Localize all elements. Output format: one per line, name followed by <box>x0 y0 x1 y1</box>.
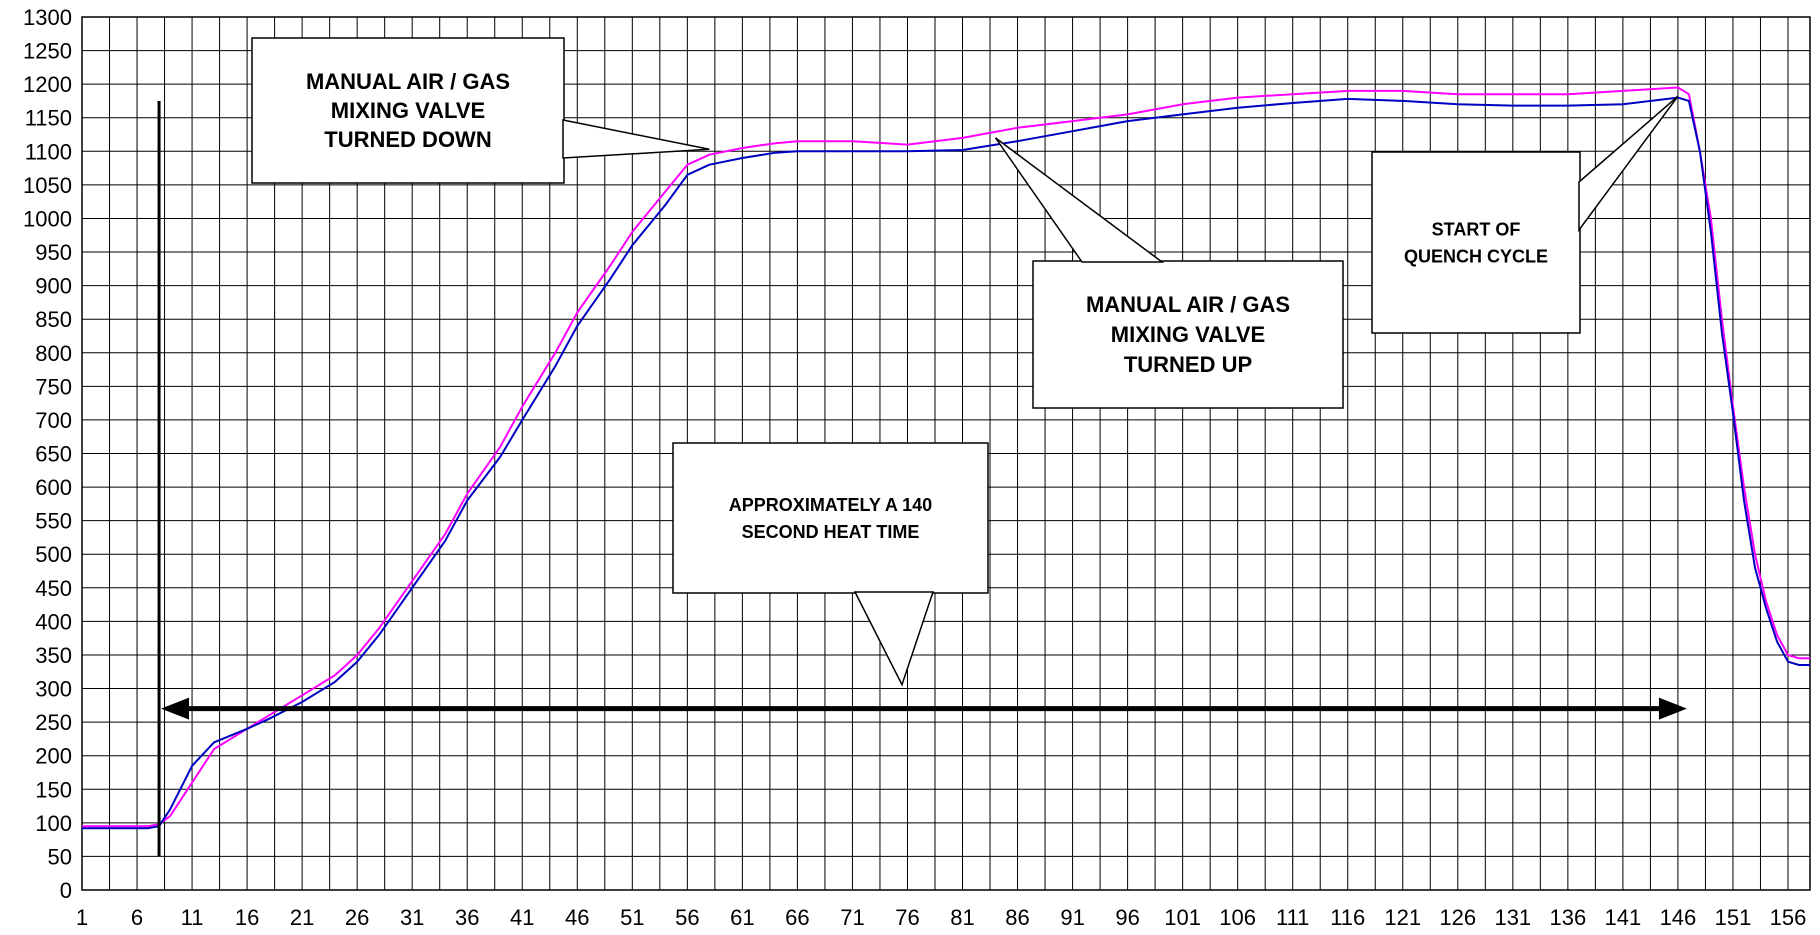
x-tick-label: 16 <box>235 905 259 930</box>
callout-quench-cycle-text: START OF <box>1432 219 1521 239</box>
y-tick-label: 350 <box>35 643 72 668</box>
y-tick-label: 200 <box>35 744 72 769</box>
y-tick-label: 900 <box>35 274 72 299</box>
series-lines <box>82 86 1810 830</box>
callout-quench-cycle-pointer <box>1578 95 1679 233</box>
callout-valve-turned-up-text: TURNED UP <box>1124 352 1252 377</box>
x-tick-label: 91 <box>1060 905 1084 930</box>
callout-heat-time-pointer <box>853 591 935 687</box>
x-tick-label: 101 <box>1164 905 1201 930</box>
y-tick-label: 1200 <box>23 72 72 97</box>
x-tick-label: 141 <box>1605 905 1642 930</box>
x-tick-label: 126 <box>1439 905 1476 930</box>
y-tick-label: 0 <box>60 878 72 903</box>
markers <box>157 100 1687 857</box>
x-tick-label: 151 <box>1715 905 1752 930</box>
y-tick-label: 1000 <box>23 206 72 231</box>
arrowhead-left <box>161 697 190 720</box>
callout-heat-time-box <box>672 442 989 594</box>
x-tick-label: 71 <box>840 905 864 930</box>
callout-valve-turned-up-text: MANUAL AIR / GAS <box>1086 292 1290 317</box>
x-tick-label: 111 <box>1276 905 1309 930</box>
y-tick-label: 750 <box>35 374 72 399</box>
x-tick-label: 156 <box>1770 905 1807 930</box>
series-line-1 <box>82 86 1810 828</box>
x-tick-label: 46 <box>565 905 589 930</box>
callout-valve-turned-down-text: MANUAL AIR / GAS <box>306 69 510 94</box>
x-tick-label: 61 <box>730 905 754 930</box>
x-tick-label: 116 <box>1330 905 1365 930</box>
y-tick-label: 250 <box>35 710 72 735</box>
x-tick-label: 131 <box>1494 905 1531 930</box>
y-tick-label: 300 <box>35 677 72 702</box>
y-tick-label: 550 <box>35 509 72 534</box>
x-tick-label: 146 <box>1660 905 1697 930</box>
y-tick-label: 1250 <box>23 39 72 64</box>
callout-quench-cycle-box <box>1371 151 1581 334</box>
y-tick-label: 950 <box>35 240 72 265</box>
y-tick-label: 850 <box>35 307 72 332</box>
callout-valve-turned-down-pointer <box>562 119 710 159</box>
y-tick-label: 1050 <box>23 173 72 198</box>
callout-valve-turned-down-text: TURNED DOWN <box>324 127 491 152</box>
callout-heat-time-text: SECOND HEAT TIME <box>742 522 920 542</box>
callout-valve-turned-down-text: MIXING VALVE <box>331 98 485 123</box>
x-tick-label: 26 <box>345 905 369 930</box>
x-tick-label: 66 <box>785 905 809 930</box>
y-tick-label: 100 <box>35 811 72 836</box>
x-tick-label: 11 <box>181 905 204 930</box>
series-line-2 <box>82 96 1810 830</box>
x-tick-label: 81 <box>950 905 974 930</box>
y-tick-label: 1150 <box>25 106 72 131</box>
y-tick-label: 800 <box>35 341 72 366</box>
arrowhead-right <box>1658 697 1687 720</box>
y-tick-label: 150 <box>35 777 72 802</box>
x-tick-label: 51 <box>620 905 644 930</box>
y-tick-label: 1300 <box>23 5 72 30</box>
y-tick-label: 600 <box>35 475 72 500</box>
x-tick-label: 96 <box>1115 905 1139 930</box>
y-tick-label: 1100 <box>25 139 72 164</box>
y-tick-label: 650 <box>35 442 72 467</box>
y-tick-label: 500 <box>35 542 72 567</box>
x-tick-label: 136 <box>1550 905 1587 930</box>
x-tick-label: 56 <box>675 905 699 930</box>
callout-valve-turned-down: MANUAL AIR / GAS MIXING VALVE TURNED DOWN <box>251 37 710 184</box>
callout-valve-turned-down-box <box>251 37 565 184</box>
callout-valve-turned-up-box <box>1032 260 1344 409</box>
y-tick-label: 50 <box>48 844 72 869</box>
x-tick-label: 86 <box>1005 905 1029 930</box>
callout-heat-time: APPROXIMATELY A 140 SECOND HEAT TIME <box>672 442 989 687</box>
x-tick-label: 21 <box>290 905 314 930</box>
y-tick-label: 700 <box>35 408 72 433</box>
callout-valve-turned-up: MANUAL AIR / GAS MIXING VALVE TURNED UP <box>994 137 1344 409</box>
x-tick-label: 36 <box>455 905 479 930</box>
x-tick-label: 106 <box>1219 905 1256 930</box>
x-tick-label: 121 <box>1384 905 1421 930</box>
x-tick-label: 1 <box>76 905 88 930</box>
x-tick-label: 41 <box>510 905 534 930</box>
callout-quench-cycle: START OF QUENCH CYCLE <box>1371 95 1679 334</box>
x-tick-label: 76 <box>895 905 919 930</box>
x-tick-label: 6 <box>131 905 143 930</box>
callout-valve-turned-up-text: MIXING VALVE <box>1111 322 1265 347</box>
y-tick-label: 450 <box>35 576 72 601</box>
y-axis-tick-labels: 0 50 100 150 200 250 300 350 400 450 500 550 600 650 7… <box>23 5 72 903</box>
y-tick-label: 400 <box>35 609 72 634</box>
callout-valve-turned-up-pointer <box>994 137 1165 263</box>
callout-quench-cycle-text: QUENCH CYCLE <box>1404 246 1548 266</box>
x-axis-tick-labels: 1 6 11 16 21 26 31 36 41 46 51 56 61 66 71 76 81 86 91 96 10… <box>76 905 1806 930</box>
x-tick-label: 31 <box>400 905 424 930</box>
callout-heat-time-text: APPROXIMATELY A 140 <box>729 495 932 515</box>
